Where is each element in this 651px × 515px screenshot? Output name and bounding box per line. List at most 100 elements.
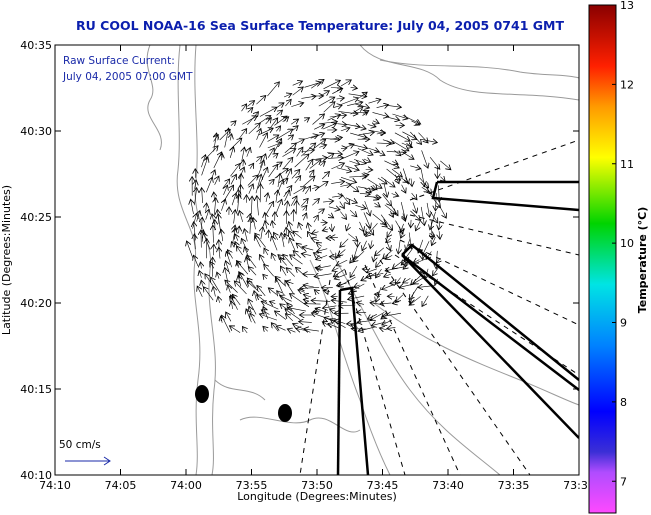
current-vector (239, 226, 240, 234)
current-vector (323, 201, 334, 202)
current-vector (264, 248, 268, 256)
current-vector (367, 178, 383, 188)
current-vector (285, 99, 291, 107)
current-vector (250, 217, 251, 234)
current-vector (312, 158, 327, 160)
current-vector (230, 134, 232, 141)
current-vector (380, 303, 392, 304)
current-vector (395, 174, 399, 184)
x-axis-label: Longitude (Degrees:Minutes) (237, 490, 397, 503)
current-vector (364, 111, 369, 114)
current-vector (372, 121, 379, 124)
plot-area (55, 45, 579, 475)
current-vector (328, 214, 333, 218)
current-vector (330, 319, 346, 329)
current-vector (263, 274, 267, 279)
current-vector (345, 144, 355, 147)
radar-track-boxes (336, 180, 579, 475)
current-vector (272, 221, 273, 229)
current-vector (276, 126, 280, 131)
current-vector (420, 139, 437, 142)
current-vector (411, 192, 417, 200)
current-vector (433, 267, 439, 276)
current-vector (224, 185, 228, 196)
current-vector (266, 193, 268, 203)
current-vector (418, 132, 429, 143)
scale-arrow-icon (103, 456, 111, 466)
current-vector (251, 196, 252, 215)
y-tick-label: 40:35 (20, 39, 52, 52)
current-vector (323, 291, 330, 292)
colorbar-tick-label: 7 (620, 475, 627, 488)
current-vector (384, 105, 401, 107)
current-vector (401, 223, 404, 232)
current-vector (299, 223, 302, 230)
current-vector (314, 215, 318, 223)
current-vector (303, 213, 306, 221)
current-vector (403, 213, 406, 222)
current-vector (350, 107, 363, 115)
current-vector (331, 181, 345, 183)
current-vector (376, 268, 382, 278)
current-vector (336, 168, 352, 172)
current-vector (410, 166, 421, 169)
colorbar-tick-label: 8 (620, 396, 627, 409)
current-vector (422, 249, 423, 260)
current-vector (401, 151, 414, 160)
current-vector (239, 211, 242, 222)
current-vector (238, 194, 240, 212)
current-vector (318, 97, 335, 107)
current-vector (276, 129, 293, 139)
current-vector (362, 240, 367, 251)
current-vector (379, 328, 387, 330)
current-vector (259, 167, 268, 185)
current-vector (276, 277, 284, 295)
current-vector (312, 114, 325, 125)
current-vector (439, 221, 441, 230)
current-vector (243, 160, 244, 167)
current-vector (340, 148, 347, 149)
current-vector (289, 238, 296, 251)
current-vector (285, 314, 294, 322)
current-vector (280, 296, 292, 302)
current-vector (416, 218, 422, 231)
current-vector (248, 267, 257, 276)
current-vector (350, 265, 358, 277)
current-vector (261, 301, 279, 310)
current-vector (221, 199, 225, 211)
current-vector (314, 274, 332, 277)
current-vector (411, 121, 419, 125)
current-vector (404, 246, 415, 261)
current-vector (364, 201, 371, 216)
current-vector (303, 205, 307, 210)
current-vector (370, 240, 372, 248)
current-vector (283, 157, 293, 169)
current-vector (401, 256, 410, 265)
y-tick-label: 40:20 (20, 297, 52, 310)
current-vector (303, 176, 315, 187)
current-vector (311, 238, 319, 241)
current-vector (346, 223, 349, 231)
current-vector (377, 177, 387, 184)
current-vector (293, 231, 302, 239)
current-vector (349, 184, 358, 192)
current-vector (430, 233, 435, 237)
current-vector (411, 178, 412, 187)
current-vector (365, 223, 374, 235)
current-vector (323, 102, 335, 113)
current-vector (247, 101, 254, 107)
current-vector (308, 223, 310, 231)
current-vector (259, 314, 277, 321)
current-vector (318, 181, 328, 189)
current-vector (337, 283, 347, 286)
current-vector (350, 87, 358, 88)
current-vector (387, 228, 393, 238)
current-vector (276, 110, 283, 115)
current-vector (317, 249, 328, 252)
current-vector (271, 236, 278, 251)
current-vector (338, 305, 356, 306)
current-vector (382, 223, 387, 227)
current-vector (347, 102, 363, 106)
current-vector (304, 118, 309, 121)
current-vector (390, 282, 401, 283)
